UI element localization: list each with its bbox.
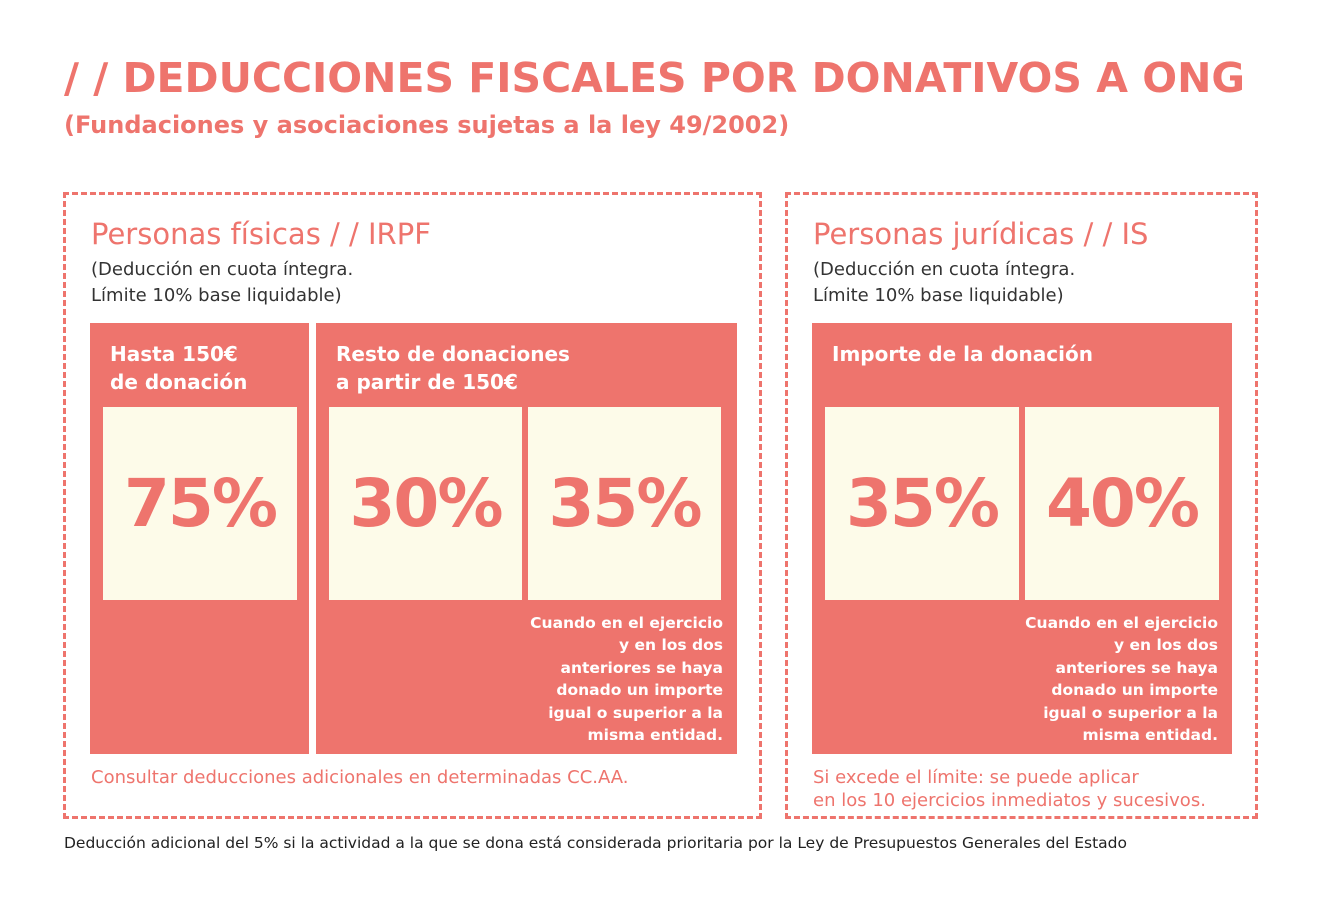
label-line: a partir de 150€ — [336, 370, 518, 394]
irpf-panel-title: Personas físicas / / IRPF — [91, 217, 431, 251]
irpf-block-over-150: Resto de donaciones a partir de 150€ 30%… — [316, 323, 737, 754]
rate-value: 35% — [548, 465, 703, 542]
label-line: Hasta 150€ — [110, 342, 238, 366]
irpf-rate-35-caption: Cuando en el ejercicio y en los dos ante… — [530, 614, 723, 745]
is-block-label: Importe de la donación — [832, 342, 1093, 366]
irpf-block-up-to-150: Hasta 150€ de donación 75% — [90, 323, 309, 754]
page-title: / / DEDUCCIONES FISCALES POR DONATIVOS A… — [64, 54, 1246, 102]
irpf-block-up-to-150-label: Hasta 150€ de donación — [110, 340, 247, 396]
is-rate-card-35: 35% — [825, 407, 1019, 600]
rate-value: 75% — [124, 465, 278, 542]
is-note-line: (Deducción en cuota íntegra. — [813, 259, 1076, 280]
irpf-panel-note: (Deducción en cuota íntegra. Límite 10% … — [91, 257, 353, 309]
page-subtitle: (Fundaciones y asociaciones sujetas a la… — [64, 111, 790, 139]
irpf-note-line: (Deducción en cuota íntegra. — [91, 259, 354, 280]
is-block-donation-amount: Importe de la donación 35% 40% Cuando en… — [812, 323, 1232, 754]
is-note-line: Límite 10% base liquidable) — [813, 285, 1064, 306]
irpf-panel: Personas físicas / / IRPF (Deducción en … — [63, 192, 762, 819]
is-footnote-line: en los 10 ejercicios inmediatos y sucesi… — [813, 790, 1206, 811]
rate-value: 30% — [349, 465, 504, 542]
rate-value: 35% — [846, 465, 1000, 542]
is-footnote-line: Si excede el límite: se puede aplicar — [813, 767, 1139, 788]
is-footnote: Si excede el límite: se puede aplicar en… — [813, 766, 1206, 812]
bottom-note: Deducción adicional del 5% si la activid… — [64, 834, 1127, 852]
label-line: de donación — [110, 370, 248, 394]
irpf-block-over-150-label: Resto de donaciones a partir de 150€ — [336, 340, 570, 396]
is-panel: Personas jurídicas / / IS (Deducción en … — [785, 192, 1258, 819]
label-line: Resto de donaciones — [336, 342, 570, 366]
irpf-rate-card-35: 35% — [528, 407, 721, 600]
irpf-rate-card-30: 30% — [329, 407, 522, 600]
rate-value: 40% — [1046, 465, 1200, 542]
irpf-note-line: Límite 10% base liquidable) — [91, 285, 342, 306]
is-rate-card-40: 40% — [1025, 407, 1219, 600]
is-panel-title: Personas jurídicas / / IS — [813, 217, 1149, 251]
irpf-footnote: Consultar deducciones adicionales en det… — [91, 767, 629, 788]
irpf-rate-card-75: 75% — [103, 407, 297, 600]
is-rate-40-caption: Cuando en el ejercicio y en los dos ante… — [1025, 614, 1218, 745]
is-panel-note: (Deducción en cuota íntegra. Límite 10% … — [813, 257, 1075, 309]
